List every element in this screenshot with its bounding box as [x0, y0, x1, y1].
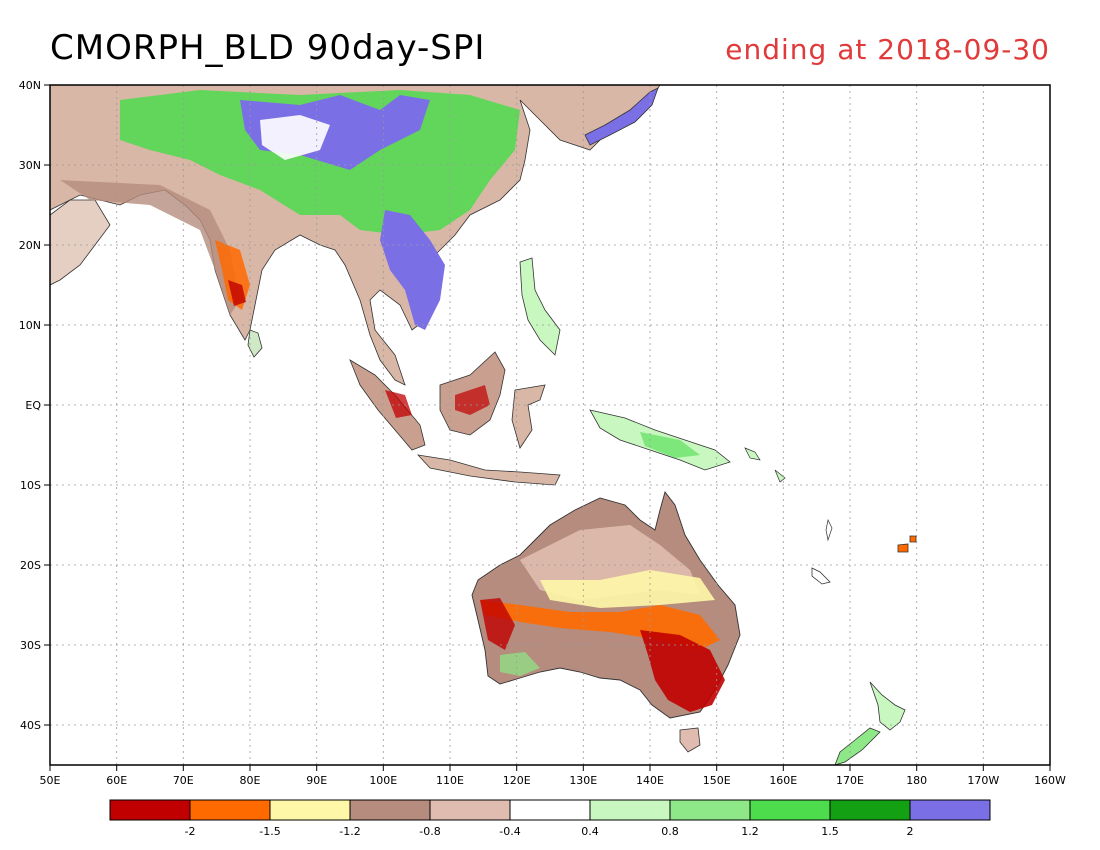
lon-label: 80E — [240, 774, 261, 787]
lon-label: 90E — [306, 774, 327, 787]
lat-label: 20N — [19, 239, 41, 252]
australia-yellow-band — [540, 570, 715, 608]
lon-label: 130E — [569, 774, 597, 787]
new-guinea-wet — [640, 432, 700, 458]
grid-lines — [50, 85, 1050, 765]
legend-label: 0.4 — [581, 825, 599, 838]
map-title: CMORPH_BLD 90day-SPI — [50, 28, 486, 68]
lon-label: 180 — [906, 774, 927, 787]
legend-label: 0.8 — [661, 825, 679, 838]
legend-label: -0.4 — [499, 825, 520, 838]
lat-label: 30N — [19, 159, 41, 172]
arabia-land — [50, 199, 111, 286]
new-caledonia-land — [811, 567, 831, 585]
lon-label: 50E — [40, 774, 61, 787]
lat-label: 10N — [19, 319, 41, 332]
australia-west-red — [480, 598, 515, 650]
lon-label: 100E — [369, 774, 397, 787]
legend-swatch — [749, 799, 831, 821]
tibet-white-zone — [260, 115, 330, 160]
legend-swatch — [269, 799, 351, 821]
lon-label: 160E — [769, 774, 797, 787]
indochina-purple-zone — [380, 210, 445, 330]
lon-label: 170W — [967, 774, 999, 787]
legend-label: -1.5 — [259, 825, 280, 838]
lon-label: 110E — [436, 774, 464, 787]
sri-lanka-land — [247, 329, 263, 358]
fiji-islands — [897, 535, 917, 553]
lon-label: 170E — [836, 774, 864, 787]
solomon-islands — [744, 447, 786, 483]
lon-label: 120E — [503, 774, 531, 787]
lat-label: 20S — [20, 559, 41, 572]
lat-label: 40S — [20, 719, 41, 732]
legend-swatch — [669, 799, 751, 821]
map-shading — [50, 85, 917, 765]
legend-swatch — [909, 799, 991, 821]
legend-boxes — [109, 799, 991, 821]
lat-labels: 40N 30N 20N 10N EQ 10S 20S 30S 40S — [19, 79, 42, 732]
borneo-red-zone — [455, 385, 490, 415]
philippines-land — [519, 257, 561, 356]
lat-label: 40N — [19, 79, 41, 92]
sulawesi-land — [511, 384, 546, 449]
lat-label: 10S — [20, 479, 41, 492]
sumatra-red-zone — [385, 390, 412, 418]
legend-label: -2 — [185, 825, 196, 838]
australia-sw-green — [500, 652, 540, 676]
legend-swatch — [189, 799, 271, 821]
vanuatu-islands — [825, 518, 833, 542]
australia-red-core — [640, 630, 725, 712]
lon-label: 160W — [1034, 774, 1066, 787]
legend-swatch — [349, 799, 431, 821]
legend-label: 1.5 — [821, 825, 839, 838]
legend-label: -0.8 — [419, 825, 440, 838]
legend-swatch — [509, 799, 591, 821]
legend-labels: -2 -1.5 -1.2 -0.8 -0.4 0.4 0.8 1.2 1.5 2 — [185, 825, 914, 838]
legend-swatch — [109, 799, 191, 821]
new-zealand-north — [869, 681, 906, 731]
legend-swatch — [589, 799, 671, 821]
legend-swatch — [429, 799, 511, 821]
map-frame — [49, 84, 1051, 766]
java-land — [416, 454, 561, 486]
india-red-core — [228, 280, 246, 306]
legend-label: 1.2 — [741, 825, 759, 838]
lon-label: 60E — [106, 774, 127, 787]
lon-label: 70E — [173, 774, 194, 787]
tick-marks — [44, 84, 1051, 771]
japan-purple — [584, 87, 659, 146]
india-brown-zone — [60, 180, 240, 315]
legend-label: -1.2 — [339, 825, 360, 838]
new-zealand-south — [834, 727, 881, 765]
legend-swatch — [829, 799, 911, 821]
lon-label: 140E — [636, 774, 664, 787]
legend-label: 2 — [907, 825, 914, 838]
tasmania-land — [679, 727, 701, 753]
lat-label: EQ — [25, 399, 41, 412]
lat-label: 30S — [20, 639, 41, 652]
color-legend: -2 -1.5 -1.2 -0.8 -0.4 0.4 0.8 1.2 1.5 2 — [109, 799, 991, 838]
lon-label: 150E — [703, 774, 731, 787]
lon-labels: 50E 60E 70E 80E 90E 100E 110E 120E 130E … — [40, 774, 1067, 787]
map-date: ending at 2018-09-30 — [725, 33, 1050, 66]
